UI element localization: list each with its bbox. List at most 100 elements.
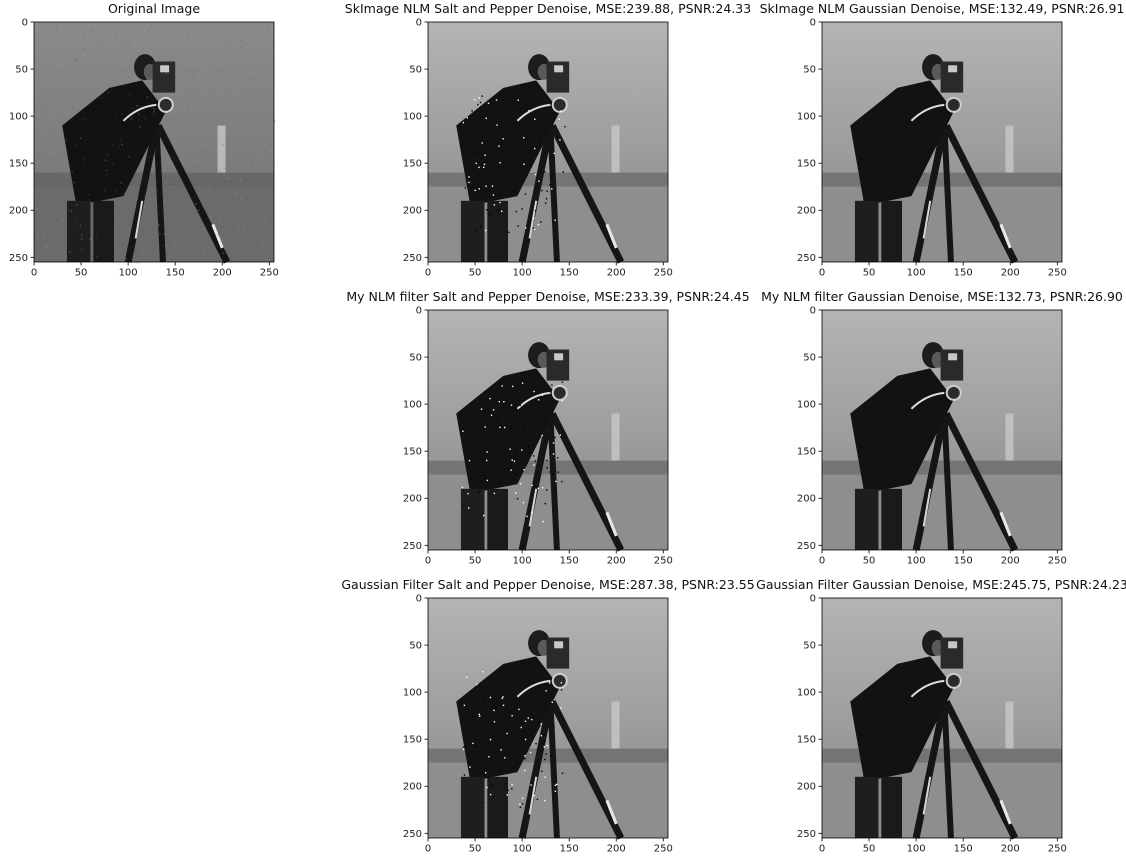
noise-speck xyxy=(75,144,77,146)
noise-speck xyxy=(219,170,221,173)
noise-speck xyxy=(553,152,555,154)
camera-cable xyxy=(910,679,945,698)
noise-speck xyxy=(504,757,506,759)
tripod-leg xyxy=(912,700,948,839)
camera-detail xyxy=(948,353,958,361)
noise-speck xyxy=(215,247,217,250)
noise-speck xyxy=(536,798,539,800)
y-tick-label: 100 xyxy=(797,688,816,699)
noise-speck xyxy=(248,229,251,232)
noise-speck xyxy=(533,390,535,393)
noise-speck xyxy=(533,794,536,797)
y-tick-label: 50 xyxy=(803,641,816,652)
noise-speck xyxy=(210,38,212,40)
noise-speck xyxy=(207,189,210,191)
noise-speck xyxy=(544,171,546,173)
noise-speck xyxy=(545,198,548,200)
noise-speck xyxy=(545,690,547,692)
noise-speck xyxy=(477,103,479,106)
camera-body xyxy=(546,637,570,669)
noise-speck xyxy=(81,24,83,27)
noise-speck xyxy=(60,56,63,58)
noise-speck xyxy=(502,138,504,140)
noise-speck xyxy=(507,789,509,791)
horizon-band xyxy=(428,748,668,763)
noise-speck xyxy=(483,163,486,165)
x-tick-label: 0 xyxy=(425,556,431,567)
noise-speck xyxy=(52,82,54,84)
noise-speck xyxy=(82,36,84,39)
camera-mount xyxy=(551,96,568,113)
noise-speck xyxy=(564,125,566,128)
noise-speck xyxy=(57,230,60,233)
noise-speck xyxy=(510,427,512,429)
noise-speck xyxy=(493,721,496,723)
tripod-leg xyxy=(941,701,954,839)
noise-speck xyxy=(490,414,493,416)
noise-speck xyxy=(240,197,243,200)
noise-speck xyxy=(254,165,257,168)
noise-speck xyxy=(475,152,477,154)
noise-speck xyxy=(532,227,535,229)
panel-title: SkImage NLM Gaussian Denoise, MSE:132.49… xyxy=(759,1,1125,16)
noise-speck xyxy=(189,141,191,143)
tripod-leg xyxy=(124,124,160,263)
person-leg xyxy=(460,776,485,838)
tripod-leg xyxy=(941,413,954,551)
noise-speck xyxy=(520,726,522,729)
noise-speck xyxy=(523,137,525,139)
noise-speck xyxy=(483,166,485,168)
noise-speck xyxy=(243,62,245,64)
y-tick-label: 0 xyxy=(22,18,28,29)
noise-speck xyxy=(106,173,108,176)
noise-speck xyxy=(493,492,496,495)
x-tick-label: 100 xyxy=(907,844,926,855)
noise-speck xyxy=(474,99,476,101)
y-tick-label: 200 xyxy=(9,206,28,217)
camera-mount xyxy=(551,384,568,401)
noise-speck xyxy=(234,52,236,54)
noise-speck xyxy=(480,753,483,756)
noise-speck xyxy=(175,22,178,25)
noise-speck xyxy=(474,479,477,481)
noise-speck xyxy=(511,784,513,786)
noise-speck xyxy=(156,179,158,182)
noise-speck xyxy=(551,384,553,386)
noise-speck xyxy=(128,76,131,78)
tripod-highlight xyxy=(528,488,538,527)
noise-speck xyxy=(483,514,485,517)
noise-speck xyxy=(489,397,491,400)
camera-detail xyxy=(948,65,958,73)
panel-title: SkImage NLM Salt and Pepper Denoise, MSE… xyxy=(344,1,752,16)
noise-speck xyxy=(515,492,517,494)
noise-speck xyxy=(478,713,480,716)
noise-speck xyxy=(521,388,523,390)
noise-speck xyxy=(490,784,492,786)
noise-speck xyxy=(199,221,201,224)
noise-speck xyxy=(253,218,255,221)
noise-speck xyxy=(488,756,490,758)
noise-speck xyxy=(524,738,527,741)
noise-speck xyxy=(261,63,264,65)
x-tick-label: 0 xyxy=(819,556,825,567)
tripod-leg xyxy=(912,412,948,551)
x-tick-label: 50 xyxy=(863,268,876,279)
noise-speck xyxy=(52,128,54,130)
noise-speck xyxy=(77,38,80,40)
camera-body xyxy=(940,349,964,381)
person-coat xyxy=(456,368,560,494)
noise-speck xyxy=(500,424,502,426)
horizon-band xyxy=(822,460,1062,475)
axes-frame xyxy=(821,309,1063,551)
noise-speck xyxy=(525,103,527,105)
y-tick-label: 100 xyxy=(403,400,422,411)
noise-speck xyxy=(83,54,86,56)
noise-speck xyxy=(552,442,555,444)
noise-speck xyxy=(538,180,540,182)
noise-speck xyxy=(87,44,90,47)
camera-mount xyxy=(551,672,568,689)
panel-title: Gaussian Filter Salt and Pepper Denoise,… xyxy=(341,577,755,592)
noise-speck xyxy=(48,114,50,116)
